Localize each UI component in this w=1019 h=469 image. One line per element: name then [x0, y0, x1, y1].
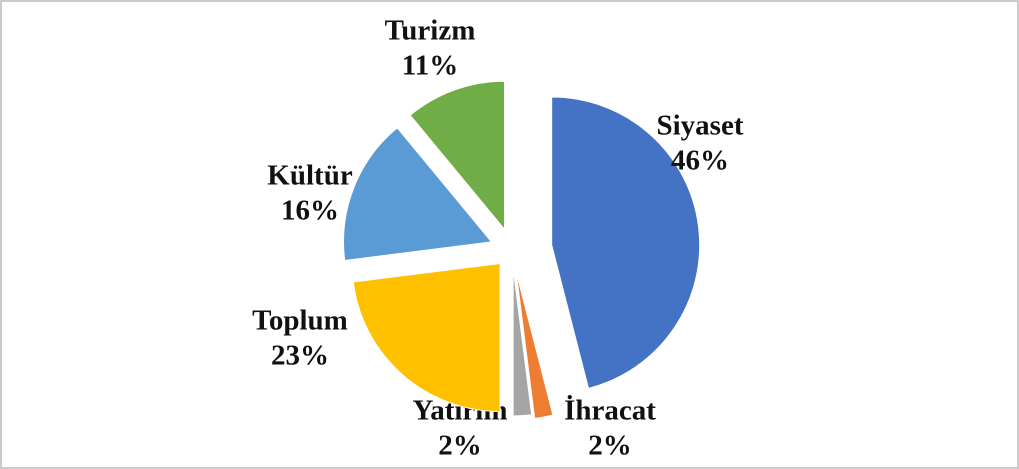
slice-category-label: İhracat	[564, 394, 656, 427]
slice-value-label: 23%	[271, 340, 329, 372]
slice-value-label: 16%	[281, 195, 339, 227]
pie-slice	[343, 127, 493, 262]
slice-category-label: Kültür	[267, 160, 353, 192]
slice-value-label: 11%	[402, 50, 458, 82]
pie-slice	[512, 267, 533, 417]
slice-value-label: 46%	[671, 145, 729, 177]
slice-category-label: Toplum	[252, 305, 348, 337]
slice-value-label: 2%	[438, 430, 482, 462]
slice-value-label: 2%	[588, 430, 632, 462]
pie-slice	[409, 80, 506, 231]
pie-slice	[551, 96, 701, 389]
slice-category-label: Turizm	[385, 15, 476, 47]
pie-slice	[352, 262, 501, 413]
slice-category-label: Siyaset	[657, 110, 744, 142]
pie-slice	[515, 271, 554, 420]
